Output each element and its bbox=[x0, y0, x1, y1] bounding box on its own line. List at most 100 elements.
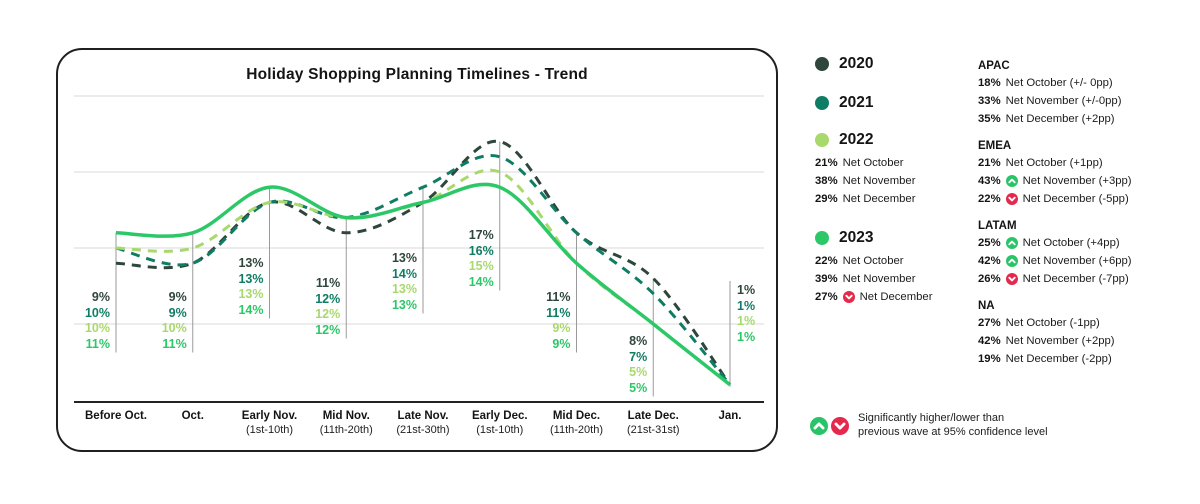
stat-text: Net December (+2pp) bbox=[1005, 113, 1115, 125]
region-stat-row: 21% Net October (+1pp) bbox=[978, 154, 1193, 172]
stat-text: Net October bbox=[842, 255, 904, 267]
significance-legend: Significantly higher/lower than previous… bbox=[810, 412, 1048, 439]
series-color-dot-icon bbox=[815, 96, 829, 110]
x-axis-label-main: Late Dec. bbox=[627, 410, 679, 422]
value-label-2020-cat7: 8% bbox=[629, 333, 648, 348]
value-label-2023-cat2: 14% bbox=[238, 302, 264, 317]
region-block-apac: APAC 18% Net October (+/- 0pp) 33% Net Novem… bbox=[978, 58, 1193, 128]
series-line-2023 bbox=[115, 182, 732, 387]
value-label-2023-cat1: 11% bbox=[162, 336, 187, 351]
value-label-2021-cat2: 13% bbox=[238, 271, 264, 286]
year-legend-item-2020: 2020 bbox=[815, 54, 965, 74]
value-label-2022-cat7: 5% bbox=[629, 364, 648, 379]
value-label-2021-cat1: 9% bbox=[168, 305, 187, 320]
stat-value: 22% bbox=[978, 193, 1001, 205]
region-header-apac: APAC bbox=[978, 60, 1010, 72]
x-axis-label-7: Late Dec. (21st-31st) bbox=[627, 410, 680, 437]
stat-text: Net November (+6pp) bbox=[1022, 255, 1132, 267]
value-label-2023-cat0: 11% bbox=[85, 336, 110, 351]
value-label-2021-cat5: 16% bbox=[468, 243, 494, 258]
stat-value: 22% bbox=[815, 255, 838, 267]
chevron-up-icon bbox=[810, 416, 828, 435]
series-color-dot-icon bbox=[815, 231, 829, 245]
significance-note: Significantly higher/lower than previous… bbox=[858, 412, 1048, 439]
region-stat-row: 43% Net November (+3pp) bbox=[978, 172, 1193, 190]
x-axis-label-sub: (1st-10th) bbox=[245, 424, 294, 436]
value-label-2022-cat8: 1% bbox=[737, 313, 756, 328]
year-legend: 2020 2021 2022 21% Net October 38% Net Novembe… bbox=[815, 54, 965, 306]
region-stat-row: 42% Net November (+6pp) bbox=[978, 252, 1193, 270]
stat-value: 42% bbox=[978, 255, 1001, 267]
region-stat-row: 22% Net December (-5pp) bbox=[978, 190, 1193, 208]
year-stat-row: 29% Net December bbox=[815, 190, 965, 208]
chevron-down-icon bbox=[1005, 273, 1018, 285]
stat-text: Net November bbox=[842, 273, 916, 285]
chevron-down-icon bbox=[1005, 193, 1018, 205]
chart-title: Holiday Shopping Planning Timelines - Tr… bbox=[246, 66, 588, 83]
value-label-2023-cat8: 1% bbox=[737, 329, 756, 344]
stat-text: Net October (+/- 0pp) bbox=[1005, 77, 1113, 89]
stat-text: Net December (-2pp) bbox=[1005, 353, 1112, 365]
value-label-2021-cat0: 10% bbox=[84, 305, 110, 320]
stat-text: Net December (-5pp) bbox=[1022, 193, 1129, 205]
value-label-2022-cat2: 13% bbox=[238, 286, 264, 301]
stat-value: 19% bbox=[978, 353, 1001, 365]
x-axis-label-main: Before Oct. bbox=[85, 410, 147, 422]
value-label-2022-cat6: 9% bbox=[552, 320, 571, 335]
chevron-up-icon bbox=[1005, 175, 1018, 187]
stat-value: 42% bbox=[978, 335, 1001, 347]
value-label-2023-cat7: 5% bbox=[629, 380, 648, 395]
x-axis-label-main: Jan. bbox=[718, 410, 742, 422]
stat-value: 38% bbox=[815, 175, 838, 187]
stat-text: Net October (+4pp) bbox=[1022, 237, 1120, 249]
chevron-up-icon bbox=[1005, 255, 1018, 267]
x-axis-label-4: Late Nov. (21st-30th) bbox=[396, 410, 449, 437]
x-axis-label-sub: (11th-20th) bbox=[319, 424, 373, 436]
value-label-2022-cat4: 13% bbox=[391, 281, 417, 296]
stat-value: 21% bbox=[815, 157, 838, 169]
region-stat-row: 25% Net October (+4pp) bbox=[978, 234, 1193, 252]
stat-value: 43% bbox=[978, 175, 1001, 187]
year-legend-item-2023: 2023 bbox=[815, 228, 965, 248]
x-axis-label-main: Early Dec. bbox=[471, 410, 528, 422]
x-axis-label-6: Mid Dec. (11th-20th) bbox=[550, 410, 603, 437]
region-stat-row: 26% Net December (-7pp) bbox=[978, 270, 1193, 288]
significance-note-line2: previous wave at 95% confidence level bbox=[858, 425, 1048, 438]
stat-text: Net October (-1pp) bbox=[1005, 317, 1100, 329]
stat-text: Net October bbox=[842, 157, 904, 169]
stat-value: 35% bbox=[978, 113, 1001, 125]
stat-value: 21% bbox=[978, 157, 1001, 169]
stat-value: 29% bbox=[815, 193, 838, 205]
value-label-2020-cat5: 17% bbox=[468, 227, 494, 242]
year-legend-item-2022: 2022 bbox=[815, 130, 965, 150]
x-axis-label-1: Oct. bbox=[182, 410, 204, 423]
x-axis-label-main: Early Nov. bbox=[241, 410, 298, 422]
stat-text: Net November (+3pp) bbox=[1022, 175, 1132, 187]
stat-value: 39% bbox=[815, 273, 838, 285]
year-stat-row: 21% Net October bbox=[815, 154, 965, 172]
region-stat-row: 33% Net November (+/-0pp) bbox=[978, 92, 1193, 110]
x-axis-label-main: Late Nov. bbox=[397, 410, 449, 422]
region-stat-row: 35% Net December (+2pp) bbox=[978, 110, 1193, 128]
year-2023-stats: 22% Net October 39% Net November 27% Net Dece… bbox=[815, 252, 965, 306]
region-stat-row: 19% Net December (-2pp) bbox=[978, 350, 1193, 368]
stat-value: 26% bbox=[978, 273, 1001, 285]
year-stat-row: 38% Net November bbox=[815, 172, 965, 190]
chevron-down-icon bbox=[842, 291, 855, 303]
value-label-2022-cat5: 15% bbox=[468, 258, 494, 273]
year-legend-item-2021: 2021 bbox=[815, 93, 965, 113]
chevron-up-icon bbox=[1005, 237, 1018, 249]
stat-text: Net October (+1pp) bbox=[1005, 157, 1103, 169]
stat-value: 18% bbox=[978, 77, 1001, 89]
region-block-na: NA 27% Net October (-1pp) 42% Net November (… bbox=[978, 298, 1193, 368]
value-label-2020-cat6: 11% bbox=[546, 289, 571, 304]
x-axis-label-main: Oct. bbox=[181, 410, 204, 422]
value-label-2021-cat4: 14% bbox=[391, 266, 417, 281]
x-axis-label-2: Early Nov. (1st-10th) bbox=[242, 410, 297, 437]
stat-value: 27% bbox=[815, 291, 838, 303]
value-label-2020-cat8: 1% bbox=[737, 282, 756, 297]
year-stat-row: 22% Net October bbox=[815, 252, 965, 270]
series-color-dot-icon bbox=[815, 133, 829, 147]
stat-text: Net December bbox=[842, 193, 916, 205]
value-label-2020-cat4: 13% bbox=[391, 250, 417, 265]
